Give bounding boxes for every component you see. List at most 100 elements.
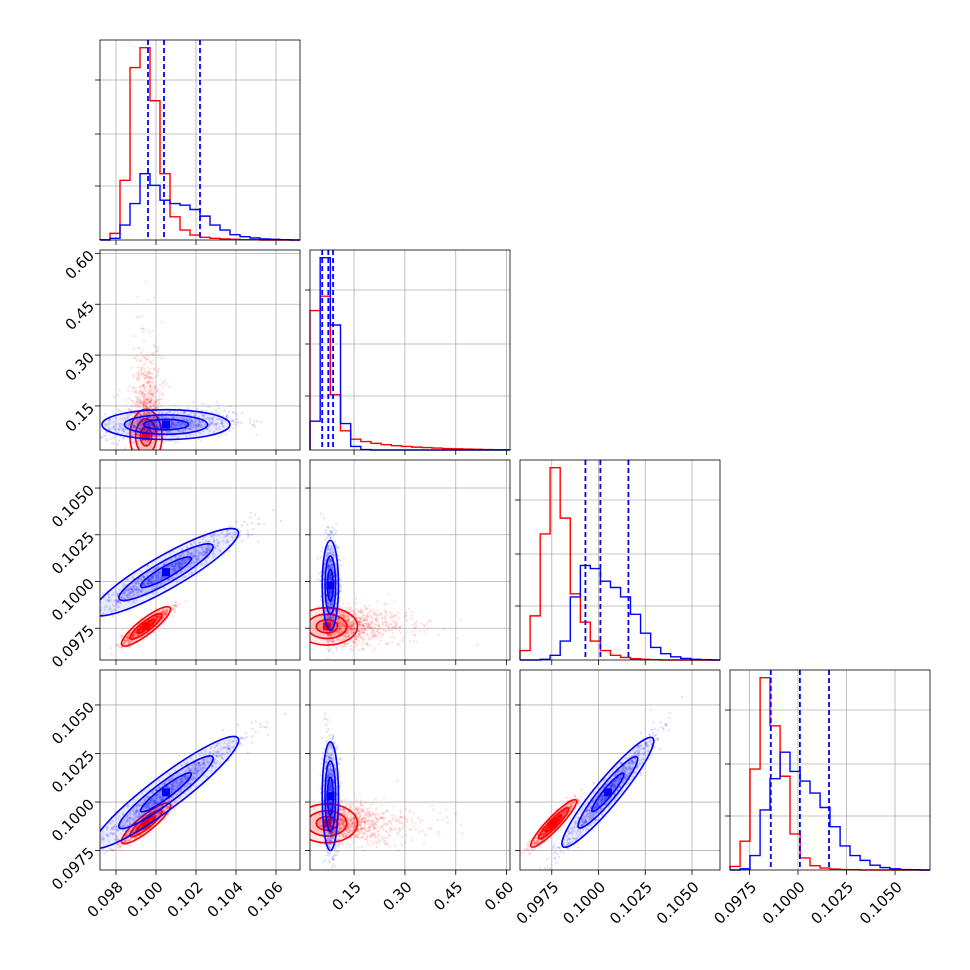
point-red [174,600,178,604]
point-blue [88,430,90,432]
point-blue [246,529,249,532]
point-red [144,429,147,433]
point-blue [148,422,151,426]
point-blue [195,423,199,426]
point-blue [202,417,205,420]
point-blue [149,405,153,408]
point-blue [128,420,132,423]
point-red [351,641,354,644]
point-red [388,627,391,630]
point-blue [140,421,144,424]
point-red [139,426,142,429]
y-tick-label: 0.1025 [48,528,98,578]
point-blue [217,417,220,421]
point-red [375,600,379,603]
point-blue [174,424,177,428]
point-blue [150,411,153,414]
point-red [147,424,151,427]
point-blue [237,420,240,423]
point-red [145,429,149,433]
point-red [156,371,160,374]
point-red [156,610,159,614]
point-blue [159,426,163,429]
point-red [153,415,157,418]
point-red [136,420,139,423]
point-blue [134,426,138,429]
point-blue [159,424,163,427]
point-red [121,629,124,632]
point-blue [178,417,181,420]
point-red [137,346,140,349]
point-blue [174,424,177,427]
point-blue [133,424,136,427]
point-red [146,401,149,405]
point-red [139,414,142,417]
point-red [157,411,161,414]
point-blue [218,413,221,416]
point-blue [124,427,127,431]
point-red [124,640,127,644]
point-blue [138,421,142,424]
point-red [143,389,146,392]
point-blue [225,415,228,418]
point-blue [151,423,154,426]
point-blue [132,424,136,427]
point-blue [89,603,91,605]
point-red [135,402,138,406]
point-red [147,428,150,432]
point-red [141,390,144,393]
point-blue [110,442,113,445]
point-red [160,393,164,396]
point-red [149,399,152,403]
point-blue [190,419,194,423]
scatter-panel-1-2 [305,459,511,665]
point-red [140,424,143,427]
point-red [137,379,140,382]
point-blue [195,427,198,430]
y-tick-label: 0.1050 [48,481,98,531]
point-blue [159,425,163,428]
point-blue [241,411,244,415]
point-blue [145,444,148,447]
point-red [410,623,414,627]
point-red [136,420,139,423]
point-blue [262,522,266,525]
point-red [112,396,116,399]
point-red [155,421,158,424]
point-blue [153,434,157,438]
point-red [134,404,138,408]
point-blue [189,423,192,426]
point-red [148,371,151,375]
y-tick-label: 0.45 [62,298,98,334]
point-blue [161,434,165,437]
point-blue [96,606,98,608]
point-red [143,400,146,404]
point-blue [135,433,139,437]
point-red [137,315,140,318]
point-red [401,638,404,642]
point-red [143,402,146,405]
point-blue [189,413,192,417]
point-red [391,632,395,635]
point-red [132,375,135,378]
point-red [146,429,149,432]
point-red [131,427,134,430]
point-red [146,381,150,385]
point-red [153,421,156,424]
point-red [384,602,388,605]
point-blue [160,430,164,433]
point-red [152,296,156,300]
point-red [167,607,170,611]
point-blue [104,424,108,427]
point-red [153,402,156,406]
point-red [137,401,141,404]
point-red [378,636,382,639]
peak-marker-red [142,432,150,441]
point-blue [197,415,201,418]
point-red [135,422,138,426]
point-blue [252,420,256,423]
point-blue [157,406,160,409]
point-blue [227,549,230,553]
point-blue [177,421,180,425]
point-blue [118,425,121,429]
